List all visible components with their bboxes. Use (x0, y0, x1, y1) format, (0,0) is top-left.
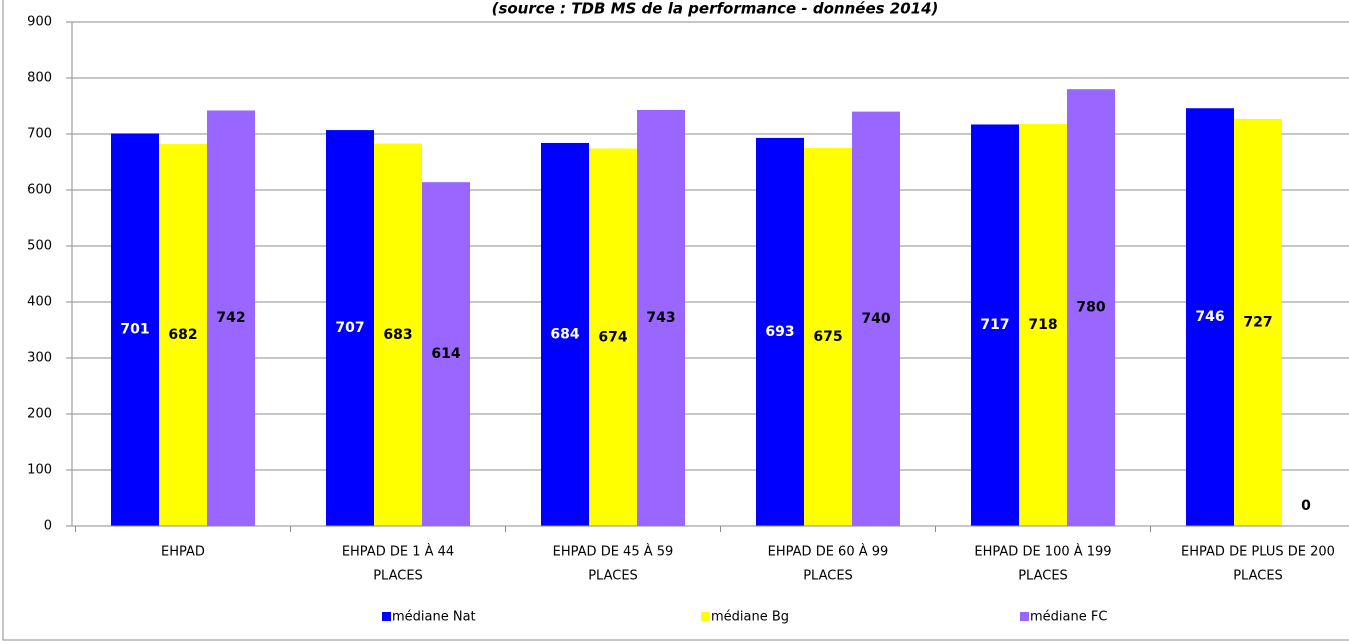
x-tick-label: EHPAD (161, 545, 205, 560)
x-tick-label: EHPAD DE 1 À 44 (342, 544, 454, 560)
legend-swatch (701, 612, 710, 621)
x-tick-label: EHPAD DE 60 À 99 (768, 544, 889, 560)
bar (756, 137, 804, 527)
value-label: 0 (1301, 498, 1311, 514)
bar (1067, 89, 1115, 526)
y-tick-label: 500 (27, 239, 52, 254)
legend-label: médiane FC (1030, 610, 1107, 625)
x-tick-label: EHPAD DE 45 À 59 (553, 544, 674, 560)
value-label: 780 (1076, 300, 1105, 316)
value-label: 746 (1195, 309, 1224, 325)
y-tick-label: 800 (27, 71, 52, 86)
bar (1019, 123, 1067, 527)
legend-swatch (382, 612, 391, 621)
value-label: 743 (646, 310, 675, 326)
legend-label: médiane Nat (392, 610, 476, 625)
bar (159, 144, 207, 526)
value-label: 614 (431, 346, 460, 362)
chart-title: (source : TDB MS de la performance - don… (492, 0, 939, 18)
x-tick-label: PLACES (1018, 569, 1068, 584)
bar (111, 133, 159, 526)
y-tick-label: 400 (27, 295, 52, 310)
y-tick-label: 0 (44, 519, 52, 534)
x-tick-label: PLACES (1233, 569, 1283, 584)
value-label: 684 (550, 326, 579, 342)
value-label: 718 (1028, 317, 1057, 333)
bar (207, 110, 255, 526)
value-label: 717 (980, 317, 1009, 333)
bar (852, 111, 900, 526)
bar (971, 124, 1019, 526)
legend-swatch (1020, 612, 1029, 621)
value-label: 707 (335, 320, 364, 336)
legend-label: médiane Bg (711, 610, 789, 625)
bar (541, 142, 589, 526)
y-tick-label: 200 (27, 407, 52, 422)
value-label: 740 (861, 311, 890, 327)
bar (422, 182, 470, 526)
value-label: 674 (598, 329, 627, 345)
value-label: 683 (383, 327, 412, 343)
value-label: 727 (1243, 314, 1272, 330)
x-tick-label: EHPAD DE 100 À 199 (974, 544, 1111, 560)
value-label: 693 (765, 324, 794, 340)
bar (1234, 118, 1282, 526)
value-label: 675 (813, 329, 842, 345)
x-tick-label: PLACES (588, 569, 638, 584)
x-tick-label: EHPAD DE PLUS DE 200 (1181, 545, 1335, 560)
x-tick-label: PLACES (373, 569, 423, 584)
value-label: 701 (120, 322, 149, 338)
bar (637, 109, 685, 527)
y-tick-label: 300 (27, 351, 52, 366)
bar (374, 143, 422, 526)
x-tick-label: PLACES (803, 569, 853, 584)
bar (326, 130, 374, 526)
y-tick-label: 700 (27, 127, 52, 142)
value-label: 682 (168, 327, 197, 343)
y-tick-label: 600 (27, 183, 52, 198)
bar (1186, 108, 1234, 527)
bar (804, 148, 852, 526)
y-tick-label: 900 (27, 15, 52, 30)
value-label: 742 (216, 310, 245, 326)
y-tick-label: 100 (27, 463, 52, 478)
bar (589, 148, 637, 526)
